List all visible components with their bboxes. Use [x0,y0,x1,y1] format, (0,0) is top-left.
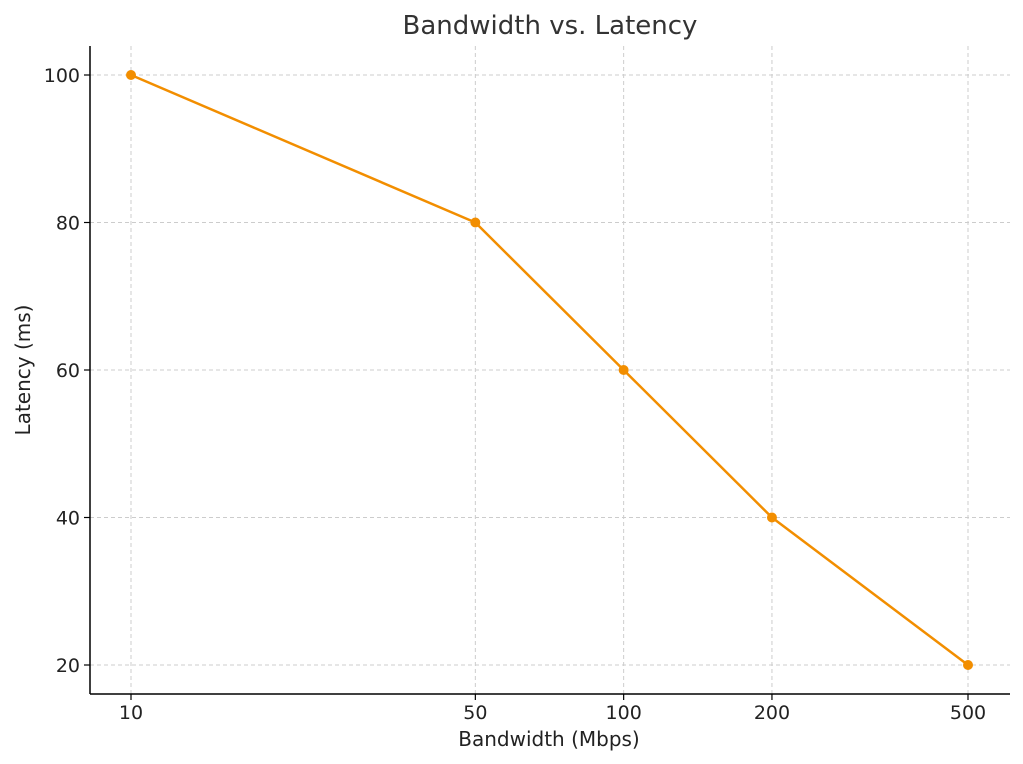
data-point [470,217,481,228]
x-axis-label: Bandwidth (Mbps) [458,727,640,751]
data-point [618,365,629,375]
x-tick-label: 500 [950,702,986,724]
x-tick-label: 100 [606,702,642,724]
y-axis-label: Latency (ms) [11,305,35,436]
x-tick-label: 200 [754,702,790,724]
x-tick-label: 10 [119,702,143,724]
y-tick-label: 40 [56,508,80,530]
y-tick-label: 20 [56,655,80,677]
data-point [963,660,973,670]
chart-title: Bandwidth vs. Latency [403,11,698,41]
grid [90,46,1010,694]
series [126,70,973,670]
y-tick-label: 100 [44,65,80,87]
axes [89,46,1010,695]
x-tick-label: 50 [463,702,487,724]
y-tick-label: 80 [56,213,80,235]
y-tick-label: 60 [56,360,80,382]
data-point [126,70,136,80]
ticks: 10 50 100 200 500 20 40 60 80 100 [44,65,986,724]
data-point [766,512,777,523]
